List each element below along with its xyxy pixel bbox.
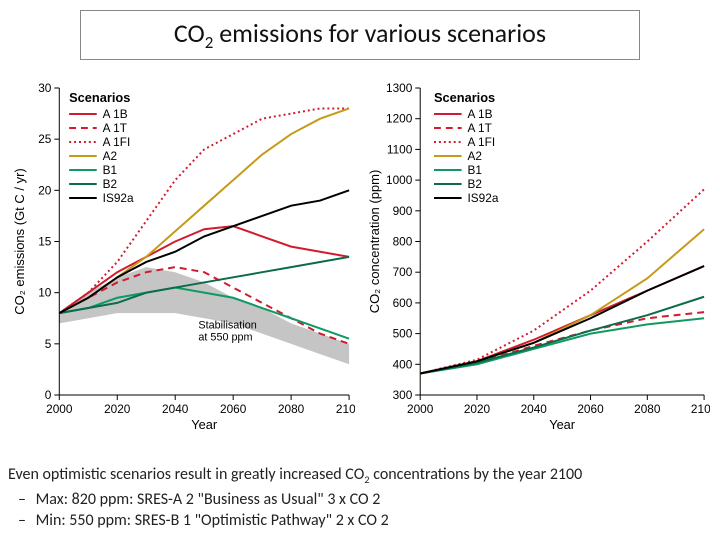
x-tick-label: 2100 xyxy=(336,402,355,416)
legend-label-B2: B2 xyxy=(103,177,118,191)
x-tick-label: 2020 xyxy=(104,402,131,416)
charts-row: 2000 2020 2040 2060 2080 2100 0 5 10 15 20 25 30 Year… xyxy=(10,80,710,435)
x-tick-label: 2080 xyxy=(634,402,661,416)
series-IS92a xyxy=(420,266,704,373)
stabilisation-label: Stabilisation xyxy=(198,319,256,331)
y-tick-label: 5 xyxy=(45,337,52,351)
x-tick-label: 2000 xyxy=(407,402,434,416)
x-axis-label: Year xyxy=(549,417,576,432)
y-tick-label: 20 xyxy=(38,183,52,197)
title-box: CO2 emissions for various scenarios xyxy=(80,10,640,60)
emissions-chart: 2000 2020 2040 2060 2080 2100 0 5 10 15 20 25 30 Year… xyxy=(10,80,355,435)
y-tick-label: 1000 xyxy=(386,173,413,187)
y-axis-label: CO₂ concentration (ppm) xyxy=(367,170,382,314)
x-tick-label: 2040 xyxy=(521,402,548,416)
legend-label-A1FI: A 1FI xyxy=(103,135,131,149)
y-tick-label: 15 xyxy=(38,234,52,248)
footer-text-block: Even optimistic scenarios result in grea… xyxy=(8,464,712,532)
y-axis-label: CO₂ emissions (Gt C / yr) xyxy=(12,168,27,314)
footer-bullet-max: Max: 820 ppm: SRES-A 2 "Business as Usua… xyxy=(36,489,712,511)
series-B2 xyxy=(420,297,704,374)
y-tick-label: 500 xyxy=(393,327,413,341)
slide: CO2 emissions for various scenarios 2000… xyxy=(0,0,720,540)
legend-label-A2: A2 xyxy=(103,149,118,163)
legend-label-A1B: A 1B xyxy=(103,107,128,121)
legend-label-B2: B2 xyxy=(468,177,483,191)
y-tick-label: 600 xyxy=(393,296,413,310)
x-tick-label: 2100 xyxy=(691,402,710,416)
y-tick-label: 400 xyxy=(393,357,413,371)
legend-label-A2: A2 xyxy=(468,149,483,163)
legend-label-A1T: A 1T xyxy=(468,121,492,135)
legend-label-IS92a: IS92a xyxy=(468,191,499,205)
legend-label-A1FI: A 1FI xyxy=(468,135,496,149)
footer-bullets: Max: 820 ppm: SRES-A 2 "Business as Usua… xyxy=(36,489,712,532)
x-tick-label: 2060 xyxy=(220,402,247,416)
legend-label-B1: B1 xyxy=(468,163,483,177)
y-tick-label: 1100 xyxy=(387,142,413,156)
legend-title: Scenarios xyxy=(434,90,495,105)
stabilisation-label: at 550 ppm xyxy=(198,331,252,343)
x-tick-label: 2020 xyxy=(464,402,491,416)
legend-label-IS92a: IS92a xyxy=(103,191,134,205)
y-tick-label: 300 xyxy=(393,388,413,402)
x-tick-label: 2040 xyxy=(162,402,189,416)
y-tick-label: 800 xyxy=(393,234,413,248)
x-axis-label: Year xyxy=(191,417,218,432)
y-tick-label: 1200 xyxy=(386,112,413,126)
concentration-chart: 2000 2020 2040 2060 2080 2100 300 400 500 600 700 8… xyxy=(365,80,710,435)
y-tick-label: 10 xyxy=(38,286,52,300)
footer-lead: Even optimistic scenarios result in grea… xyxy=(8,464,712,487)
y-tick-label: 1300 xyxy=(386,81,413,95)
y-tick-label: 30 xyxy=(38,81,52,95)
x-tick-label: 2000 xyxy=(46,402,73,416)
series-A1FI xyxy=(420,189,704,373)
y-tick-label: 0 xyxy=(45,388,52,402)
y-tick-label: 900 xyxy=(393,204,413,218)
legend-label-A1T: A 1T xyxy=(103,121,127,135)
y-tick-label: 25 xyxy=(38,132,52,146)
y-tick-label: 700 xyxy=(393,265,413,279)
x-tick-label: 2080 xyxy=(278,402,305,416)
series-A2 xyxy=(420,229,704,373)
legend-title: Scenarios xyxy=(69,90,130,105)
slide-title: CO2 emissions for various scenarios xyxy=(174,17,546,53)
legend-label-A1B: A 1B xyxy=(468,107,493,121)
x-tick-label: 2060 xyxy=(577,402,604,416)
footer-bullet-min: Min: 550 ppm: SRES-B 1 "Optimistic Pathw… xyxy=(36,510,712,532)
legend-label-B1: B1 xyxy=(103,163,118,177)
series-A1B xyxy=(420,266,704,373)
